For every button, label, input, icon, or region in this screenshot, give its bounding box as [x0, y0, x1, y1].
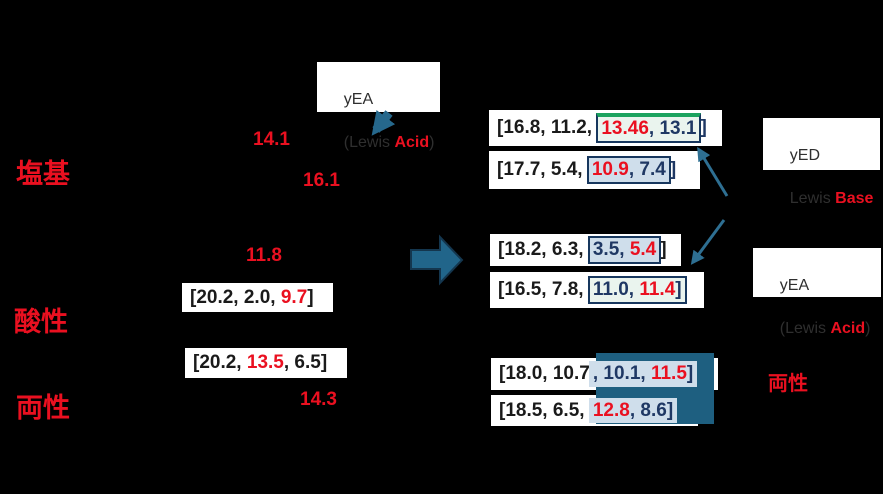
- right-row-3: [18.2, 6.3, 3.5, 5.4]: [490, 234, 681, 266]
- label-base: 塩基: [16, 159, 70, 189]
- highlight-green: 13.46, 13.1: [596, 113, 702, 143]
- row-text: , 6.5]: [283, 352, 328, 373]
- row-text: ]: [660, 239, 667, 260]
- row-text: [16.5, 7.8,: [498, 279, 589, 300]
- value-base-2: 16.1: [303, 170, 340, 191]
- row-navy-value: 11.0,: [592, 279, 640, 301]
- callout-red-word: Acid: [830, 319, 866, 337]
- label-amphoteric-right: 両性: [768, 373, 808, 395]
- highlight-blue: 12.8, 8.6]: [588, 397, 678, 424]
- callout-yed: yED Lewis Base: [763, 118, 880, 207]
- row-text: [18.2, 6.3,: [498, 239, 589, 260]
- left-row-amphoteric: [20.2, 13.5, 6.5]: [185, 348, 347, 378]
- callout-text: Lewis: [789, 189, 836, 207]
- row-red-value: 5.4: [629, 239, 657, 261]
- value-base-1: 14.1: [253, 129, 290, 150]
- row-text: ]: [666, 399, 674, 421]
- row-text: ]: [675, 279, 682, 301]
- right-row-2: [17.7, 5.4, 10.9, 7.4]: [489, 151, 700, 189]
- left-row-acid: [20.2, 2.0, 9.7]: [182, 283, 333, 312]
- callout-title: yEA: [343, 90, 374, 108]
- row-text: ]: [700, 117, 707, 138]
- row-red-value: 9.7: [280, 286, 308, 308]
- right-row-5: [18.0, 10.7, 10.1, 11.5]: [491, 358, 718, 390]
- row-text: [20.2, 2.0,: [190, 286, 281, 308]
- value-acid: 11.8: [246, 245, 282, 266]
- row-red-value: 11.5: [650, 363, 687, 385]
- right-row-1: [16.8, 11.2, 13.46, 13.1]: [489, 110, 722, 146]
- row-red-value: 11.4: [639, 279, 676, 301]
- row-text: ]: [669, 159, 677, 180]
- row-red-value: 13.5: [246, 352, 284, 373]
- yed-arrow-up: [697, 146, 729, 197]
- row-red-value: 10.9: [591, 159, 629, 181]
- highlight-green: 11.0, 11.4]: [587, 276, 687, 304]
- highlight-blue: , 10.1, 11.5]: [588, 361, 698, 387]
- right-row-4: [16.5, 7.8, 11.0, 11.4]: [490, 272, 704, 308]
- row-navy-value: , 7.4: [628, 159, 666, 181]
- row-navy-value: , 10.1,: [592, 363, 651, 385]
- callout-yea-top: yEA (Lewis Acid): [317, 62, 440, 151]
- row-navy-value: , 13.1: [648, 118, 697, 140]
- value-amphoteric: 14.3: [300, 389, 337, 410]
- callout-text: (Lewis: [343, 133, 395, 151]
- callout-yea-right: yEA (Lewis Acid): [753, 248, 881, 337]
- highlight-blue: 10.9, 7.4: [586, 156, 671, 184]
- row-red-value: 13.46: [601, 118, 649, 140]
- row-navy-value: , 8.6: [629, 399, 667, 421]
- row-text: [18.0, 10.7: [499, 363, 590, 384]
- label-acid: 酸性: [14, 307, 68, 337]
- row-text: [20.2,: [193, 352, 247, 373]
- callout-red-word: Base: [835, 189, 874, 207]
- row-text: ]: [686, 363, 694, 385]
- row-text: [17.7, 5.4,: [497, 159, 588, 180]
- label-amphoteric-left: 両性: [16, 393, 70, 423]
- callout-title: yEA: [779, 276, 810, 294]
- big-right-arrow: [410, 234, 464, 286]
- row-text: [18.5, 6.5,: [499, 399, 590, 421]
- yea-top-arrow: [371, 110, 396, 136]
- row-navy-value: 3.5,: [592, 239, 630, 261]
- row-red-value: 12.8: [592, 399, 630, 421]
- highlight-blue: 3.5, 5.4: [587, 236, 662, 264]
- yea-arrow-down: [690, 219, 726, 265]
- callout-text: (Lewis: [779, 319, 831, 337]
- right-row-6: [18.5, 6.5, 12.8, 8.6]: [491, 395, 698, 426]
- row-text: ]: [307, 286, 314, 308]
- callout-red-word: Acid: [394, 133, 430, 151]
- callout-text: ): [429, 133, 435, 151]
- row-text: [16.8, 11.2,: [497, 117, 598, 138]
- callout-text: ): [865, 319, 871, 337]
- callout-title: yED: [789, 146, 821, 164]
